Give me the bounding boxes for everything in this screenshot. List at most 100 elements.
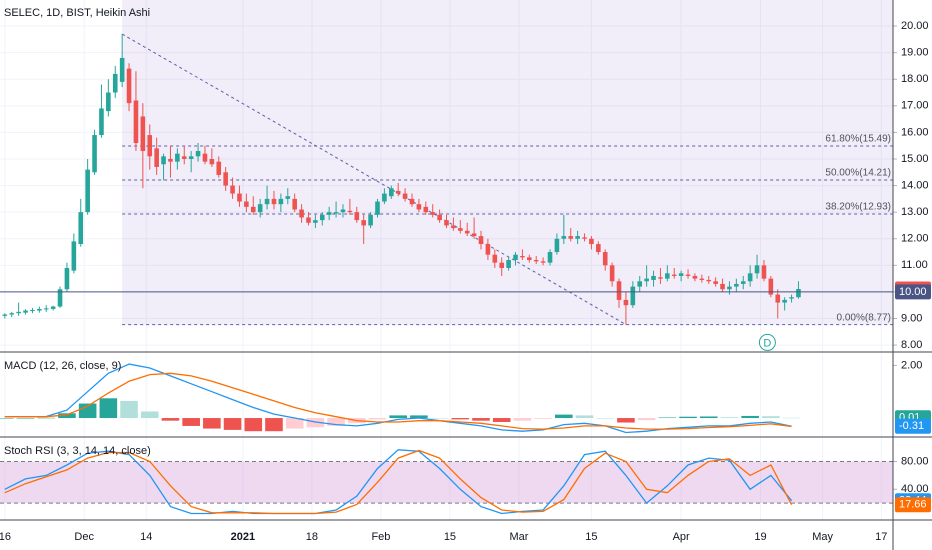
- histogram-bar: [203, 418, 221, 429]
- histogram-bar: [472, 418, 490, 421]
- histogram-bar: [161, 418, 180, 421]
- candle-body: [119, 57, 125, 82]
- candle-body: [285, 196, 291, 199]
- candle-body: [250, 206, 256, 213]
- price-label-box: [895, 418, 931, 434]
- histogram-bar: [16, 418, 35, 419]
- candle-body: [361, 220, 366, 226]
- candle-body: [313, 220, 318, 223]
- candle-body: [471, 233, 477, 237]
- candle-body: [354, 212, 360, 221]
- y-tick-label: 11.00: [901, 259, 928, 271]
- candle-body: [575, 236, 580, 239]
- candle-body: [747, 273, 753, 282]
- candle-body: [71, 241, 77, 271]
- candle-body: [50, 306, 56, 309]
- candle-body: [202, 153, 208, 162]
- candle-body: [533, 260, 539, 262]
- candle-body: [230, 185, 235, 194]
- candle-body: [658, 277, 663, 279]
- candle-body: [651, 275, 656, 280]
- y-tick-label: 8.00: [901, 339, 922, 351]
- candle-body: [9, 313, 15, 315]
- histogram-bar: [596, 418, 615, 419]
- candle-body: [637, 281, 643, 287]
- candle-body: [423, 206, 429, 213]
- candle-body: [596, 244, 601, 253]
- y-tick-label: 20.00: [901, 20, 929, 32]
- candle-body: [416, 204, 422, 210]
- candle-body: [754, 265, 760, 274]
- candle-body: [216, 161, 222, 175]
- histogram-bar: [741, 415, 759, 419]
- histogram-bar: [410, 415, 428, 419]
- price-label: 17.66: [899, 499, 927, 511]
- candle-body: [706, 279, 712, 282]
- histogram-bar: [244, 418, 263, 432]
- candle-body: [257, 204, 263, 213]
- trendline: [121, 33, 627, 326]
- histogram-bar: [617, 418, 635, 423]
- histogram-bar: [699, 416, 718, 419]
- fib-label: 50.00%(14.21): [825, 168, 891, 179]
- x-tick-label: 17: [875, 531, 887, 543]
- candle-body: [437, 214, 442, 221]
- candle-body: [37, 308, 42, 311]
- indicator-line: [4, 449, 793, 515]
- x-tick-label: 19: [754, 531, 766, 543]
- x-tick-label: Dec: [74, 531, 94, 543]
- y-tick-label: 14.00: [901, 179, 929, 191]
- candle-body: [106, 92, 111, 112]
- candle-body: [540, 261, 546, 263]
- candle-body: [775, 294, 781, 303]
- candle-body: [506, 260, 511, 268]
- candle-body: [402, 193, 408, 199]
- y-tick-label: 13.00: [901, 206, 929, 218]
- x-tick-label: 16: [0, 531, 11, 543]
- candle-body: [789, 297, 794, 299]
- histogram-bar: [513, 418, 532, 421]
- histogram-bar: [223, 418, 242, 430]
- candle-body: [451, 225, 456, 229]
- x-tick-label: 15: [444, 531, 456, 543]
- candle-body: [492, 254, 498, 263]
- histogram-bar: [430, 418, 449, 419]
- candle-body: [561, 236, 567, 239]
- candle-body: [782, 299, 787, 303]
- candle-body: [761, 265, 767, 279]
- candle-body: [609, 265, 615, 282]
- candle-body: [195, 151, 201, 157]
- histogram-bar: [0, 418, 14, 419]
- candle-body: [57, 289, 63, 307]
- histogram-bar: [265, 418, 283, 432]
- candle-body: [271, 198, 277, 205]
- candle-body: [299, 209, 304, 218]
- histogram-bar: [575, 415, 594, 419]
- histogram-bar: [534, 418, 552, 419]
- candle-body: [720, 283, 725, 290]
- pane-title: Stoch RSI (3, 3, 14, 14, close): [4, 445, 151, 457]
- candle-body: [616, 281, 622, 300]
- histogram-bar: [37, 417, 56, 419]
- candle-body: [209, 158, 215, 165]
- histogram-bar: [451, 418, 470, 420]
- candle-body: [602, 252, 608, 266]
- candle-body: [685, 274, 691, 276]
- x-tick-label: 2021: [231, 531, 255, 543]
- fib-label: 38.20%(12.93): [825, 202, 891, 213]
- candle-body: [161, 156, 166, 165]
- x-tick-label: Feb: [371, 531, 390, 543]
- y-tick-label: 15.00: [901, 153, 929, 165]
- histogram-bar: [389, 415, 407, 419]
- y-tick-label: 17.00: [901, 100, 929, 112]
- histogram-bar: [637, 418, 656, 421]
- candle-body: [699, 278, 705, 280]
- candle-body: [582, 237, 587, 239]
- y-tick-label: 19.00: [901, 47, 929, 59]
- candle-body: [188, 156, 194, 159]
- candle-body: [796, 288, 801, 298]
- candle-body: [692, 275, 698, 279]
- histogram-bar: [368, 418, 387, 420]
- histogram-bar: [720, 417, 739, 419]
